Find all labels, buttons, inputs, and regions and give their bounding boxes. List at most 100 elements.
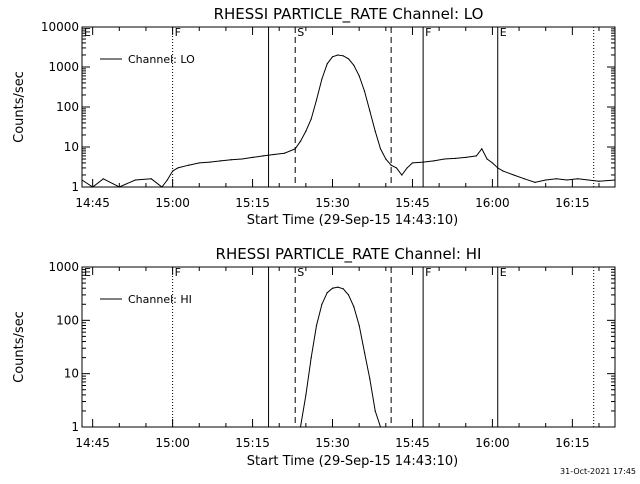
data-point	[342, 288, 344, 290]
data-point	[166, 179, 168, 181]
series-line-0	[300, 286, 381, 428]
y-tick-label: 100	[56, 313, 79, 327]
data-point	[150, 178, 152, 180]
event-label: F	[175, 266, 181, 279]
data-point	[310, 118, 312, 120]
event-label: F	[175, 26, 181, 39]
data-point	[353, 64, 355, 66]
legend-entry: Channel: HI	[128, 293, 192, 306]
data-point	[614, 179, 616, 181]
data-point	[299, 140, 302, 142]
data-point	[188, 164, 190, 166]
data-point	[433, 160, 435, 162]
data-point	[395, 167, 398, 169]
x-tick-label: 15:30	[315, 436, 350, 450]
data-point	[454, 157, 456, 159]
data-point	[230, 159, 232, 161]
data-point	[102, 178, 104, 180]
data-point	[358, 324, 360, 327]
data-point	[172, 170, 174, 172]
data-point	[491, 162, 494, 164]
data-point	[353, 306, 355, 308]
data-point	[358, 75, 360, 77]
data-point	[598, 180, 600, 182]
data-point	[305, 130, 307, 132]
y-tick-label: 1000	[48, 260, 79, 274]
data-point	[577, 178, 579, 180]
y-tick-label: 10000	[41, 20, 79, 34]
data-point	[379, 426, 382, 428]
data-point	[443, 158, 446, 160]
data-point	[502, 170, 504, 172]
data-point	[161, 186, 163, 188]
x-tick-label: 16:00	[475, 196, 510, 210]
data-point	[321, 303, 323, 305]
x-tick-label: 16:15	[555, 436, 590, 450]
data-point	[241, 158, 243, 160]
y-tick-label: 1	[71, 420, 79, 434]
data-point	[294, 148, 296, 150]
data-point	[315, 324, 318, 327]
data-point	[465, 156, 467, 158]
panel-lo: RHESSI PARTICLE_RATE Channel: LO E F S F E 14:…	[12, 5, 616, 228]
data-point	[326, 292, 328, 294]
x-tick-label: 15:30	[315, 196, 350, 210]
y-axis-label: Counts/sec	[12, 71, 27, 143]
data-point	[401, 174, 403, 176]
data-point	[363, 90, 366, 92]
data-point	[134, 179, 136, 181]
data-point	[587, 179, 589, 181]
footer-timestamp: 31-Oct-2021 17:45	[560, 467, 636, 476]
x-tick-label: 14:45	[75, 436, 110, 450]
x-tick-label: 15:45	[395, 196, 430, 210]
y-tick-label: 10	[64, 367, 79, 381]
data-point	[475, 155, 478, 157]
data-point	[374, 130, 376, 132]
plot-frame	[81, 266, 616, 428]
data-point	[523, 178, 525, 180]
legend-entry: Channel: LO	[128, 53, 195, 66]
y-tick-label: 100	[56, 100, 79, 114]
data-point	[369, 110, 371, 112]
data-point	[342, 55, 344, 57]
data-point	[251, 156, 254, 158]
data-point	[411, 162, 414, 164]
data-point	[315, 99, 318, 101]
data-point	[310, 357, 312, 359]
x-tick-label: 15:45	[395, 436, 430, 450]
data-point	[177, 167, 179, 169]
event-label: E	[500, 26, 507, 39]
data-point	[347, 294, 350, 296]
x-axis-label: Start Time (29-Sep-15 14:43:10)	[247, 213, 458, 228]
x-tick-label: 15:00	[155, 196, 190, 210]
x-tick-label: 15:15	[235, 436, 270, 450]
data-point	[331, 287, 334, 289]
y-tick-label: 10	[64, 140, 79, 154]
data-point	[92, 186, 94, 188]
y-axis-label: Counts/sec	[12, 311, 27, 383]
x-tick-label: 16:15	[555, 196, 590, 210]
data-point	[337, 54, 339, 56]
data-point	[497, 167, 499, 169]
chart-title: RHESSI PARTICLE_RATE Channel: LO	[214, 5, 484, 24]
data-point	[406, 167, 408, 169]
data-point	[534, 181, 536, 184]
data-point	[305, 394, 307, 396]
data-point	[81, 179, 83, 181]
panel-hi: RHESSI PARTICLE_RATE Channel: HI E F S F E 14:…	[12, 245, 616, 469]
data-point	[299, 426, 302, 428]
data-point	[481, 148, 483, 150]
event-label: F	[425, 26, 431, 39]
data-point	[198, 162, 200, 164]
data-point	[337, 286, 339, 288]
x-tick-label: 14:45	[75, 196, 110, 210]
event-label: E	[500, 266, 507, 279]
chart-title: RHESSI PARTICLE_RATE Channel: HI	[216, 245, 482, 264]
data-point	[273, 153, 275, 156]
data-point	[209, 161, 211, 163]
data-point	[369, 378, 371, 380]
y-tick-label: 1000	[48, 60, 79, 74]
event-label: E	[84, 266, 91, 279]
data-point	[379, 148, 382, 150]
